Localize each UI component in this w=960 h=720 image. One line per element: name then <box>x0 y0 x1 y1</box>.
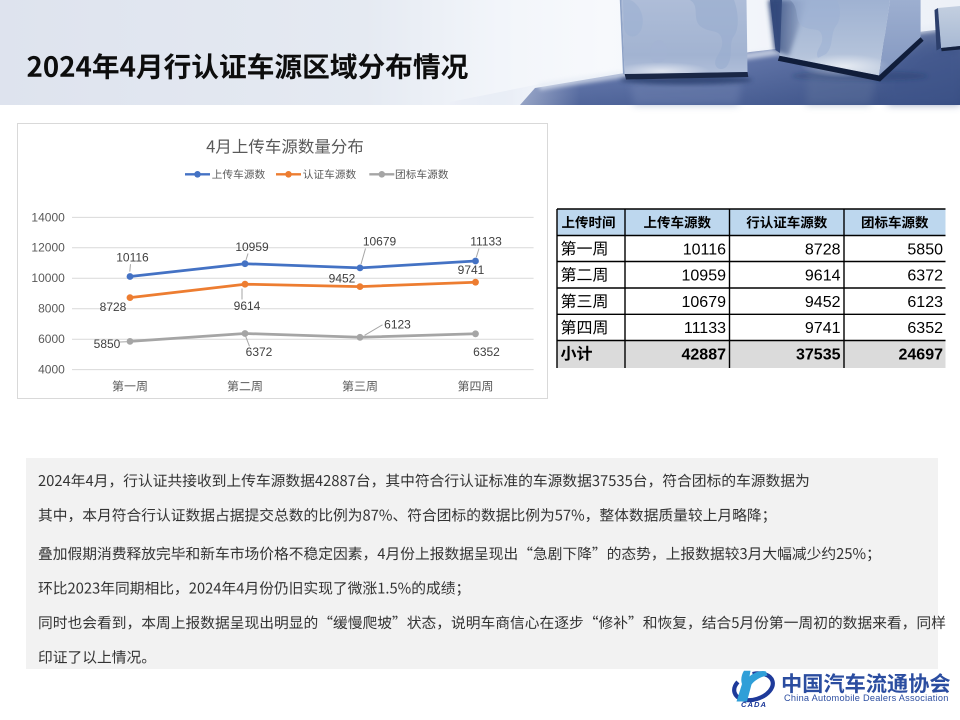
svg-text:6372: 6372 <box>246 345 273 359</box>
svg-text:14000: 14000 <box>31 210 65 224</box>
svg-text:11133: 11133 <box>470 235 502 249</box>
svg-text:6372: 6372 <box>907 268 943 285</box>
svg-text:9614: 9614 <box>805 268 841 285</box>
svg-text:10679: 10679 <box>363 235 397 249</box>
svg-text:5850: 5850 <box>907 241 943 258</box>
svg-text:10116: 10116 <box>683 241 726 258</box>
svg-text:10116: 10116 <box>116 251 149 265</box>
svg-text:9452: 9452 <box>805 294 841 311</box>
svg-text:8728: 8728 <box>805 241 841 258</box>
svg-text:9741: 9741 <box>805 320 841 337</box>
svg-text:37535: 37535 <box>796 346 841 363</box>
svg-text:10000: 10000 <box>31 271 65 285</box>
svg-text:6000: 6000 <box>38 332 65 346</box>
svg-text:CADA: CADA <box>741 700 767 709</box>
svg-text:24697: 24697 <box>899 346 944 363</box>
svg-text:6123: 6123 <box>907 294 943 311</box>
svg-text:8728: 8728 <box>100 300 127 314</box>
svg-text:6352: 6352 <box>473 345 500 359</box>
svg-text:10959: 10959 <box>682 268 727 285</box>
svg-text:5850: 5850 <box>94 337 121 351</box>
svg-text:10679: 10679 <box>682 294 727 311</box>
svg-text:China Automobile Dealers Assoc: China Automobile Dealers Association <box>784 693 949 703</box>
svg-text:42887: 42887 <box>682 346 727 363</box>
svg-text:9452: 9452 <box>329 271 356 285</box>
svg-text:9741: 9741 <box>458 263 485 277</box>
svg-text:6123: 6123 <box>384 317 411 331</box>
svg-text:12000: 12000 <box>31 241 65 255</box>
svg-text:4000: 4000 <box>38 363 65 377</box>
svg-text:10959: 10959 <box>235 240 269 254</box>
svg-text:9614: 9614 <box>234 299 261 313</box>
svg-text:8000: 8000 <box>38 302 65 316</box>
svg-text:11133: 11133 <box>684 320 726 337</box>
svg-text:6352: 6352 <box>907 320 943 337</box>
